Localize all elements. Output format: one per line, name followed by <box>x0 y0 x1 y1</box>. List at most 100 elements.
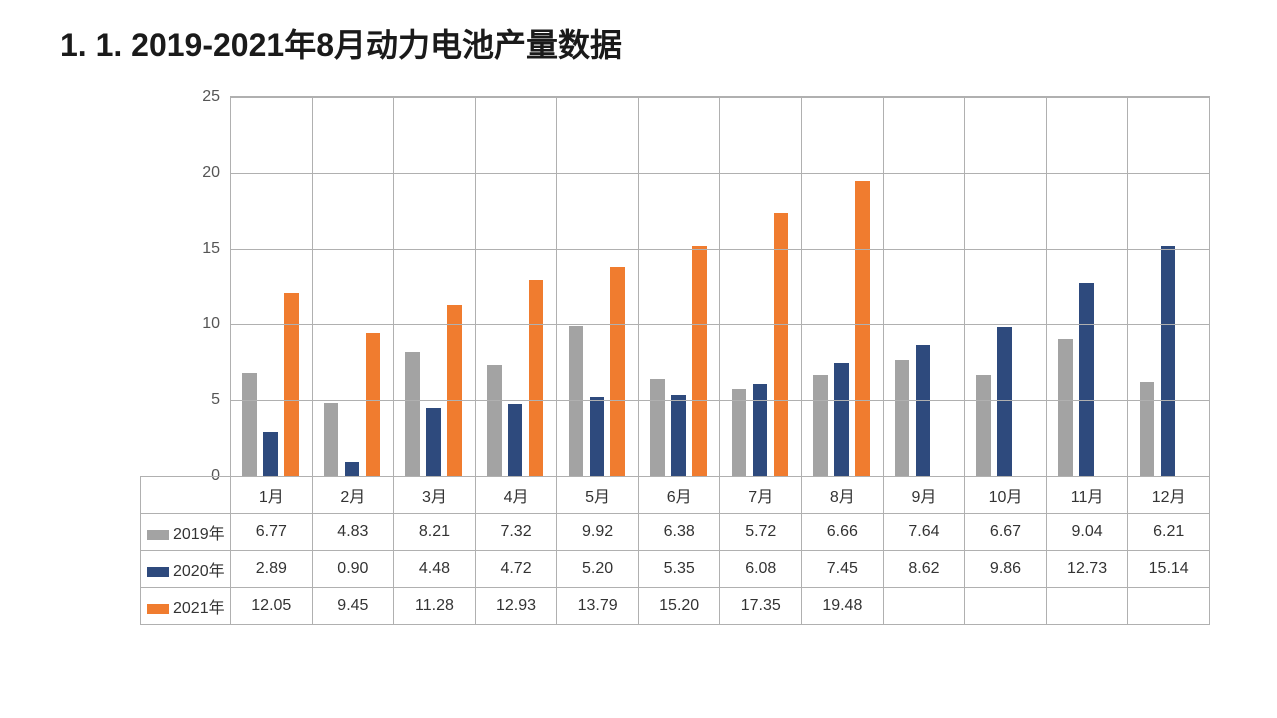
month-header: 2月 <box>312 477 394 514</box>
month-group <box>801 97 883 476</box>
gridline <box>230 400 1209 401</box>
data-cell: 9.92 <box>557 514 639 551</box>
data-cell <box>965 588 1047 625</box>
y-tick-label: 15 <box>202 240 220 258</box>
month-header: 10月 <box>965 477 1047 514</box>
month-header: 8月 <box>802 477 884 514</box>
data-cell: 6.66 <box>802 514 884 551</box>
month-header: 4月 <box>475 477 557 514</box>
legend-label: 2020年 <box>173 563 225 580</box>
bar <box>590 397 605 476</box>
data-cell: 17.35 <box>720 588 802 625</box>
bar <box>997 327 1012 476</box>
gridline <box>230 173 1209 174</box>
month-header: 11月 <box>1046 477 1128 514</box>
table-corner <box>141 477 231 514</box>
data-cell: 13.79 <box>557 588 639 625</box>
bar <box>650 379 665 476</box>
y-tick-label: 10 <box>202 315 220 333</box>
bar <box>692 246 707 476</box>
month-group <box>556 97 638 476</box>
table-header-row: 1月2月3月4月5月6月7月8月9月10月11月12月 <box>141 477 1210 514</box>
month-group <box>475 97 557 476</box>
bar <box>345 462 360 476</box>
bar <box>732 389 747 476</box>
table-row: 2019年 6.774.838.217.329.926.385.726.667.6… <box>141 514 1210 551</box>
bar <box>753 384 768 476</box>
plot-area: 0510152025 <box>230 96 1210 476</box>
y-tick-label: 5 <box>211 391 220 409</box>
data-table: 1月2月3月4月5月6月7月8月9月10月11月12月 2019年 6.774.83… <box>140 476 1210 625</box>
bar <box>976 375 991 476</box>
data-cell: 6.77 <box>231 514 313 551</box>
month-group <box>1127 97 1209 476</box>
bar <box>366 333 381 476</box>
data-cell: 5.35 <box>638 551 720 588</box>
legend-cell: 2021年 <box>141 588 231 625</box>
bar <box>855 181 870 476</box>
month-group <box>312 97 394 476</box>
bar <box>813 375 828 476</box>
legend-cell: 2019年 <box>141 514 231 551</box>
data-cell: 4.48 <box>394 551 476 588</box>
bar <box>487 365 502 476</box>
table-row: 2020年2.890.904.484.725.205.356.087.458.6… <box>141 551 1210 588</box>
month-header: 6月 <box>638 477 720 514</box>
month-header: 3月 <box>394 477 476 514</box>
bar <box>508 404 523 476</box>
bar <box>774 213 789 476</box>
data-cell <box>1046 588 1128 625</box>
month-header: 1月 <box>231 477 313 514</box>
data-cell: 9.45 <box>312 588 394 625</box>
data-cell: 7.64 <box>883 514 965 551</box>
bar <box>405 352 420 476</box>
bars-layer <box>230 97 1209 476</box>
data-cell: 6.67 <box>965 514 1047 551</box>
month-group <box>393 97 475 476</box>
bar <box>324 403 339 476</box>
data-cell: 5.72 <box>720 514 802 551</box>
data-cell <box>883 588 965 625</box>
data-cell: 4.72 <box>475 551 557 588</box>
gridline <box>230 97 1209 98</box>
bar <box>671 395 686 476</box>
data-cell: 15.14 <box>1128 551 1210 588</box>
gridline <box>230 324 1209 325</box>
bar <box>1140 382 1155 476</box>
bar <box>242 373 257 476</box>
month-group <box>883 97 965 476</box>
bar <box>447 305 462 476</box>
bar <box>834 363 849 476</box>
data-cell: 8.21 <box>394 514 476 551</box>
data-cell: 6.38 <box>638 514 720 551</box>
bar <box>1079 283 1094 476</box>
bar <box>895 360 910 476</box>
data-cell: 7.45 <box>802 551 884 588</box>
data-cell: 12.93 <box>475 588 557 625</box>
data-cell: 8.62 <box>883 551 965 588</box>
page-title: 1. 1. 2019-2021年8月动力电池产量数据 <box>60 20 1227 66</box>
legend-label: 2019年 <box>173 526 225 543</box>
month-header: 7月 <box>720 477 802 514</box>
y-tick-label: 25 <box>202 88 220 106</box>
bar <box>284 293 299 476</box>
data-cell: 0.90 <box>312 551 394 588</box>
table-row: 2021年12.059.4511.2812.9313.7915.2017.351… <box>141 588 1210 625</box>
bar <box>916 345 931 476</box>
data-cell: 2.89 <box>231 551 313 588</box>
data-cell: 4.83 <box>312 514 394 551</box>
data-cell: 12.73 <box>1046 551 1128 588</box>
data-cell: 19.48 <box>802 588 884 625</box>
legend-swatch-icon <box>147 530 169 540</box>
data-cell: 7.32 <box>475 514 557 551</box>
data-cell: 6.08 <box>720 551 802 588</box>
bar <box>1161 246 1176 476</box>
data-cell <box>1128 588 1210 625</box>
month-group <box>230 97 312 476</box>
data-cell: 12.05 <box>231 588 313 625</box>
chart-container: 0510152025 1月2月3月4月5月6月7月8月9月10月11月12月20… <box>230 96 1210 625</box>
gridline <box>230 249 1209 250</box>
bar <box>263 432 278 476</box>
month-group <box>1046 97 1128 476</box>
data-cell: 15.20 <box>638 588 720 625</box>
